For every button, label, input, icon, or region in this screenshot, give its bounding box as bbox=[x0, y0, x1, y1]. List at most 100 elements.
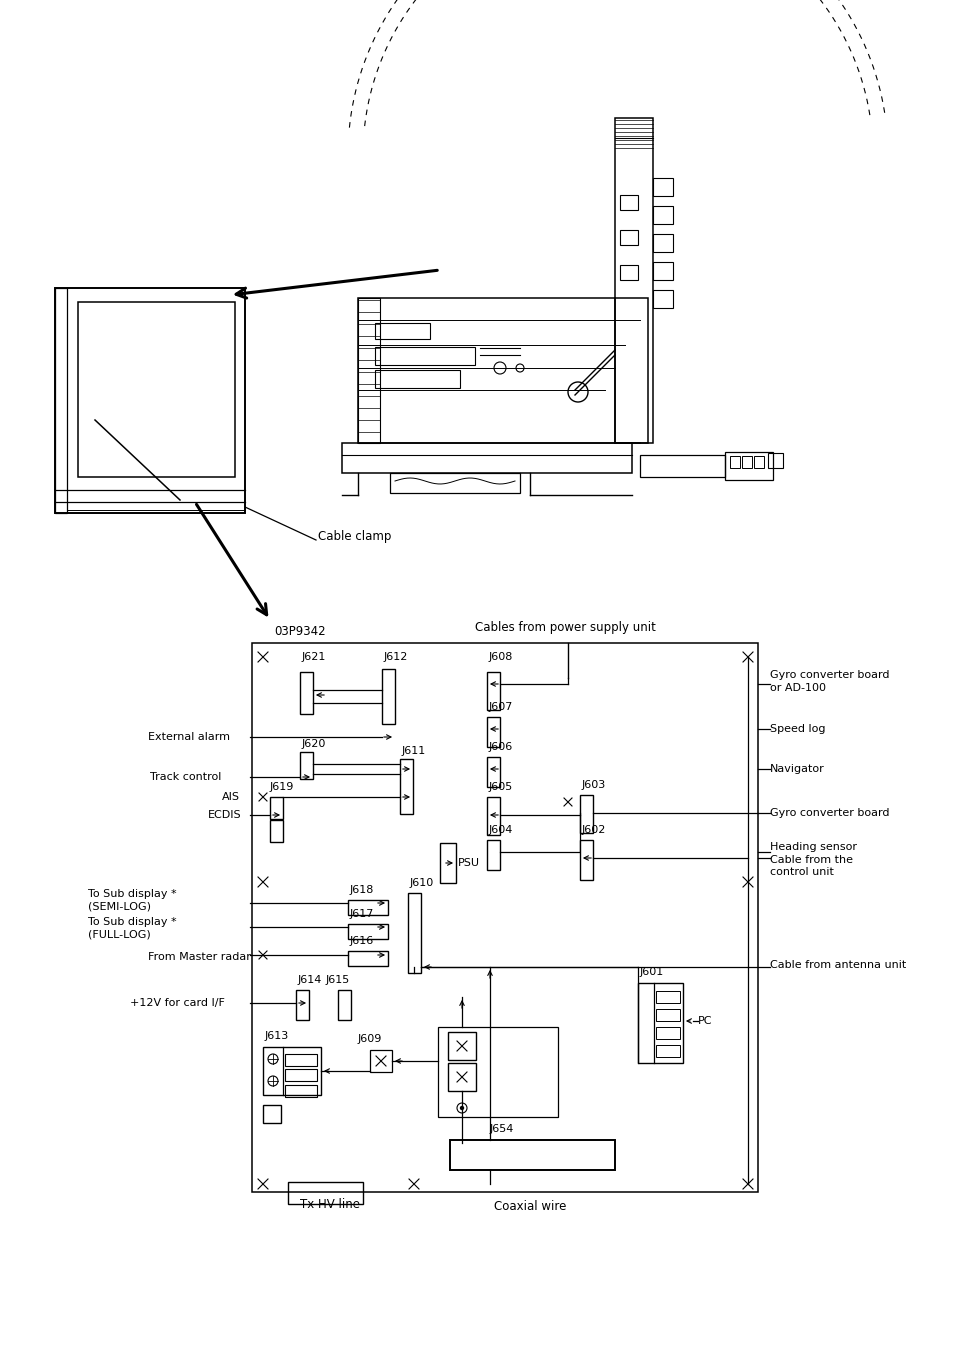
Bar bbox=[337, 990, 351, 1021]
Text: PC: PC bbox=[698, 1017, 712, 1026]
Bar bbox=[486, 840, 499, 869]
Text: J613: J613 bbox=[265, 1031, 289, 1041]
Bar bbox=[55, 288, 245, 513]
Text: J611: J611 bbox=[401, 747, 426, 756]
Bar bbox=[767, 454, 782, 468]
Bar bbox=[270, 819, 283, 842]
Text: J605: J605 bbox=[489, 782, 513, 792]
Bar bbox=[439, 842, 456, 883]
Bar bbox=[638, 983, 682, 1062]
Text: External alarm: External alarm bbox=[148, 732, 230, 742]
Text: J604: J604 bbox=[489, 825, 513, 836]
Bar bbox=[285, 1069, 316, 1081]
Text: Gyro converter board: Gyro converter board bbox=[769, 809, 888, 818]
Text: Heading sensor: Heading sensor bbox=[769, 842, 856, 852]
Text: Speed log: Speed log bbox=[769, 724, 824, 734]
Bar bbox=[741, 456, 751, 468]
Circle shape bbox=[460, 1107, 463, 1110]
Bar bbox=[78, 302, 234, 477]
Bar bbox=[619, 265, 638, 279]
Bar bbox=[357, 298, 647, 443]
Bar bbox=[486, 757, 499, 787]
Bar bbox=[753, 456, 763, 468]
Bar bbox=[341, 443, 631, 472]
Bar bbox=[448, 1031, 476, 1060]
Text: J616: J616 bbox=[350, 936, 374, 946]
Bar bbox=[652, 234, 672, 252]
Text: Cables from power supply unit: Cables from power supply unit bbox=[475, 621, 656, 634]
Bar bbox=[55, 288, 67, 513]
Bar bbox=[252, 643, 758, 1192]
Bar bbox=[652, 262, 672, 279]
Text: J615: J615 bbox=[326, 975, 350, 985]
Bar bbox=[348, 950, 388, 967]
Bar bbox=[486, 717, 499, 747]
Bar bbox=[295, 990, 309, 1021]
Bar bbox=[652, 207, 672, 224]
Bar bbox=[486, 796, 499, 836]
Text: Cable clamp: Cable clamp bbox=[317, 531, 391, 544]
Text: J619: J619 bbox=[270, 782, 294, 792]
Text: J654: J654 bbox=[490, 1125, 514, 1134]
Text: To Sub display *
(SEMI-LOG): To Sub display * (SEMI-LOG) bbox=[88, 888, 176, 911]
Text: J610: J610 bbox=[410, 878, 434, 888]
Text: To Sub display *
(FULL-LOG): To Sub display * (FULL-LOG) bbox=[88, 917, 176, 940]
Bar bbox=[288, 1183, 363, 1204]
Text: J607: J607 bbox=[489, 702, 513, 711]
Bar bbox=[615, 117, 652, 443]
Text: J612: J612 bbox=[384, 652, 408, 662]
Text: J618: J618 bbox=[350, 886, 374, 895]
Bar bbox=[656, 1027, 679, 1040]
Text: ECDIS: ECDIS bbox=[208, 810, 241, 819]
Bar bbox=[357, 298, 379, 443]
Bar bbox=[263, 1048, 320, 1095]
Text: J609: J609 bbox=[357, 1034, 382, 1044]
Bar bbox=[729, 456, 740, 468]
Bar bbox=[656, 1045, 679, 1057]
Bar bbox=[399, 759, 413, 814]
Text: J621: J621 bbox=[302, 652, 326, 662]
Text: Navigator: Navigator bbox=[769, 764, 824, 774]
Bar bbox=[652, 290, 672, 308]
Bar bbox=[299, 672, 313, 714]
Text: J602: J602 bbox=[581, 825, 606, 836]
Bar bbox=[270, 796, 283, 819]
Bar bbox=[348, 900, 388, 915]
Text: Cable from antenna unit: Cable from antenna unit bbox=[769, 960, 905, 971]
Text: Coaxial wire: Coaxial wire bbox=[494, 1200, 565, 1214]
Bar bbox=[390, 472, 519, 493]
Text: J603: J603 bbox=[581, 780, 605, 790]
Text: Cable from the
control unit: Cable from the control unit bbox=[769, 855, 852, 878]
Bar bbox=[619, 230, 638, 244]
Bar bbox=[285, 1085, 316, 1098]
Bar bbox=[408, 892, 420, 973]
Text: J614: J614 bbox=[297, 975, 322, 985]
Text: Track control: Track control bbox=[150, 772, 221, 782]
Bar bbox=[263, 1106, 281, 1123]
Text: AIS: AIS bbox=[222, 792, 240, 802]
Bar bbox=[639, 455, 724, 477]
Bar bbox=[656, 1008, 679, 1021]
Bar bbox=[285, 1054, 316, 1067]
Bar bbox=[486, 672, 499, 710]
Bar bbox=[652, 178, 672, 196]
Bar bbox=[370, 1050, 392, 1072]
Text: Gyro converter board
or AD-100: Gyro converter board or AD-100 bbox=[769, 670, 888, 693]
Bar bbox=[450, 1139, 615, 1170]
Text: +12V for card I/F: +12V for card I/F bbox=[130, 998, 225, 1008]
Bar bbox=[375, 370, 459, 387]
Bar bbox=[299, 752, 313, 779]
Text: 03P9342: 03P9342 bbox=[274, 625, 325, 639]
Bar bbox=[381, 670, 395, 724]
Bar bbox=[724, 452, 772, 481]
Bar bbox=[375, 347, 475, 364]
Bar bbox=[448, 1062, 476, 1091]
Text: J601: J601 bbox=[639, 967, 663, 977]
Text: J620: J620 bbox=[302, 738, 326, 749]
Bar bbox=[579, 795, 593, 833]
Text: J606: J606 bbox=[489, 743, 513, 752]
Text: PSU: PSU bbox=[457, 859, 479, 868]
Bar bbox=[348, 923, 388, 940]
Bar bbox=[375, 323, 430, 339]
Bar bbox=[579, 840, 593, 880]
